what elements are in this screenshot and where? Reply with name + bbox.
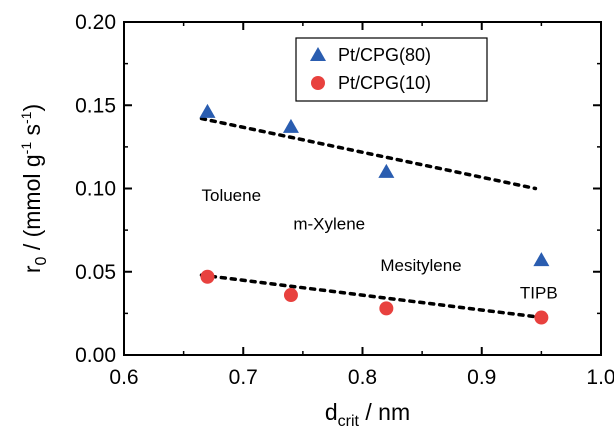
- y-tick-label: 0.10: [75, 178, 116, 201]
- data-point-triangle: [378, 163, 395, 178]
- legend-entry: Pt/CPG(80): [338, 45, 431, 65]
- x-tick-label: 0.7: [229, 366, 258, 389]
- y-tick-label: 0.20: [75, 11, 116, 34]
- legend-marker-triangle: [310, 47, 326, 61]
- y-axis-label: r0 / (mmol g-1 s-1): [18, 104, 50, 273]
- data-point-triangle: [282, 118, 299, 133]
- x-tick-label: 1.0: [586, 366, 614, 389]
- fit-line-1: [199, 116, 538, 191]
- data-point-circle: [200, 269, 215, 284]
- y-tick-label: 0.00: [75, 344, 116, 367]
- fit-line-2: [199, 273, 538, 319]
- x-tick-label: 0.6: [109, 366, 138, 389]
- y-tick-label: 0.15: [75, 94, 116, 117]
- x-tick-label: 0.9: [467, 366, 496, 389]
- compound-annotation: Mesitylene: [380, 256, 461, 275]
- data-point-triangle: [533, 252, 550, 267]
- data-point-circle: [534, 310, 549, 325]
- legend-entry: Pt/CPG(10): [338, 73, 431, 93]
- data-point-triangle: [199, 103, 216, 118]
- data-point-circle: [283, 288, 298, 303]
- x-axis-label: dcrit / nm: [325, 399, 410, 427]
- legend-marker-circle: [311, 76, 325, 90]
- data-point-circle: [379, 301, 394, 316]
- compound-annotation: Toluene: [202, 186, 262, 205]
- compound-annotation: m-Xylene: [293, 214, 365, 233]
- compound-annotation: TIPB: [520, 283, 558, 302]
- x-tick-label: 0.8: [348, 366, 377, 389]
- legend-box: [295, 37, 488, 102]
- plot-area: 0.6 0.7 0.8 0.9 1.0 0.00 0.05 0.10 0.15 0.20 dcrit…: [18, 11, 614, 427]
- y-tick-label: 0.05: [75, 261, 116, 284]
